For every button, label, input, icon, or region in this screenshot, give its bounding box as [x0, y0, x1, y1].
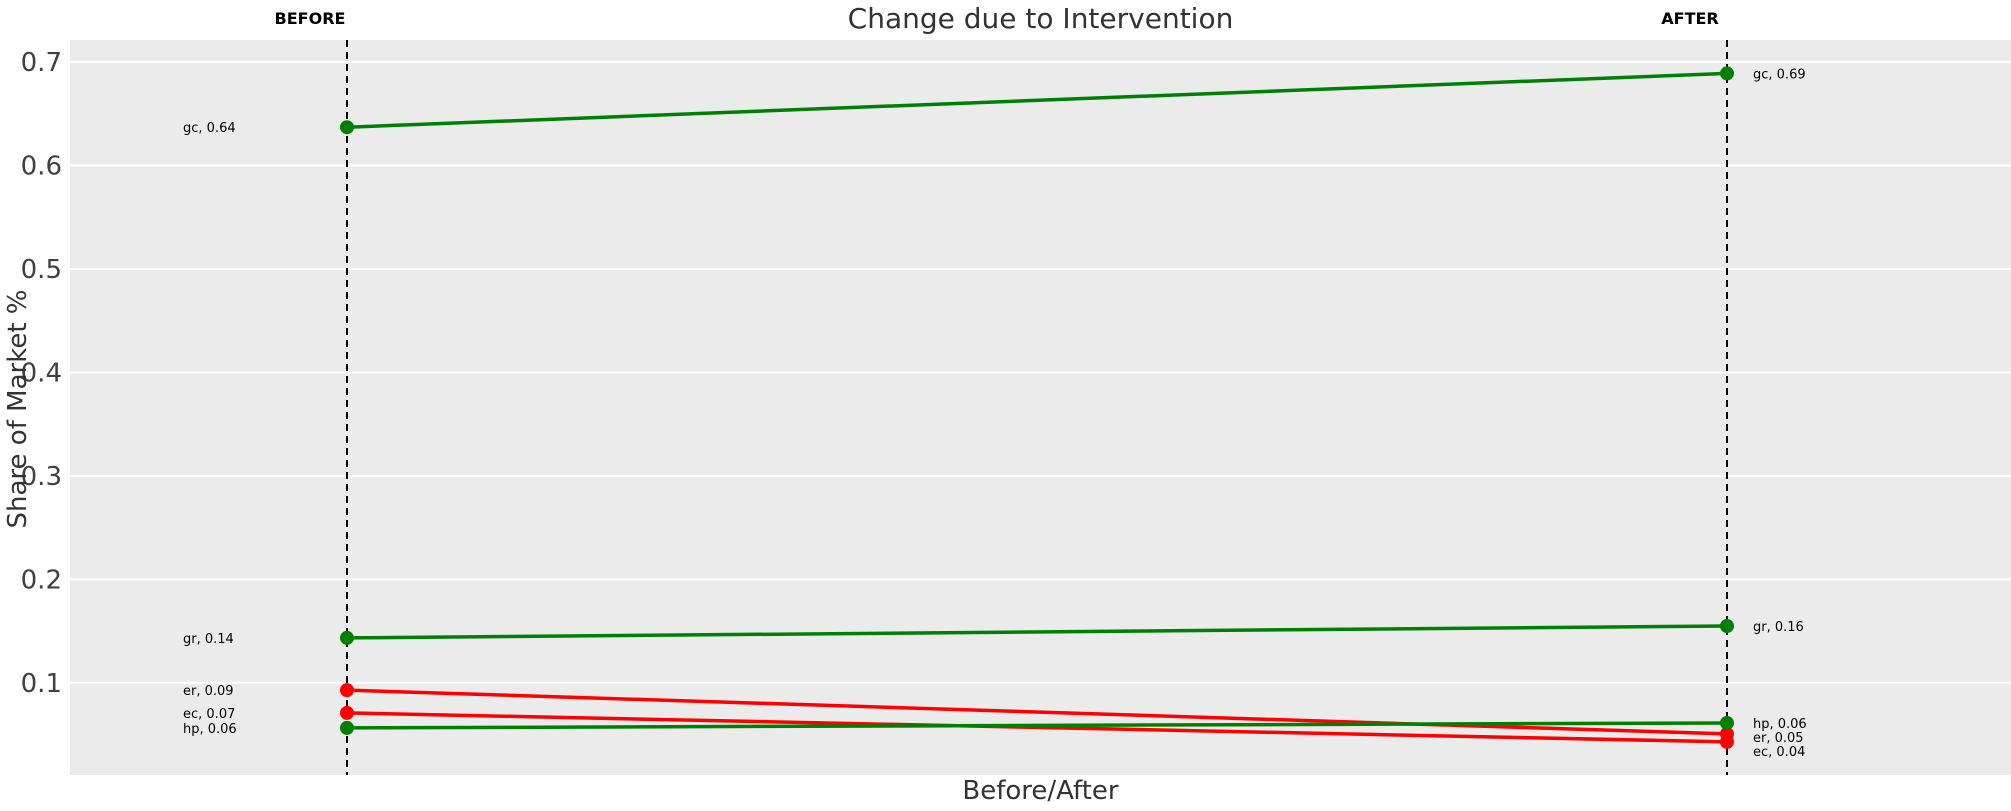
value-label-after-hp: hp, 0.06 — [1753, 717, 1807, 732]
column-header-before: BEFORE — [275, 9, 346, 28]
y-tick-label: 0.3 — [21, 462, 62, 492]
y-tick-label: 0.2 — [21, 565, 62, 595]
y-tick-label: 0.4 — [21, 358, 62, 388]
y-tick-label: 0.5 — [21, 255, 62, 285]
value-label-after-gr: gr, 0.16 — [1753, 620, 1804, 635]
value-label-before-er: er, 0.09 — [183, 684, 234, 699]
chart-title: Change due to Intervention — [847, 2, 1234, 35]
value-label-before-hp: hp, 0.06 — [183, 722, 237, 737]
value-label-after-er: er, 0.05 — [1753, 731, 1804, 746]
data-point-after-ec — [1720, 734, 1734, 749]
data-point-after-hp — [1720, 715, 1734, 730]
column-header-after: AFTER — [1661, 9, 1718, 28]
x-axis-label: Before/After — [962, 776, 1119, 806]
value-label-before-ec: ec, 0.07 — [183, 707, 235, 722]
data-point-before-hp — [340, 720, 354, 735]
y-tick-label: 0.6 — [21, 152, 62, 182]
slope-line-gc — [346, 71, 1728, 129]
slope-line-gr — [346, 624, 1728, 640]
data-point-after-gc — [1720, 66, 1734, 81]
data-point-before-ec — [340, 705, 354, 720]
value-label-before-gr: gr, 0.14 — [183, 632, 234, 647]
value-label-after-ec: ec, 0.04 — [1753, 745, 1805, 760]
data-point-before-gr — [340, 630, 354, 645]
data-point-after-gr — [1720, 618, 1734, 633]
plot-area-background — [70, 40, 2011, 775]
value-label-before-gc: gc, 0.64 — [183, 121, 236, 136]
y-tick-label: 0.1 — [21, 669, 62, 699]
value-label-after-gc: gc, 0.69 — [1753, 67, 1806, 82]
y-tick-label: 0.7 — [21, 48, 62, 78]
slope-line-ec — [346, 711, 1728, 744]
data-point-before-er — [340, 683, 354, 698]
slope-line-hp — [346, 721, 1728, 730]
data-point-before-gc — [340, 120, 354, 135]
slope-line-er — [346, 688, 1728, 736]
y-axis-label: Share of Market % — [3, 289, 33, 529]
